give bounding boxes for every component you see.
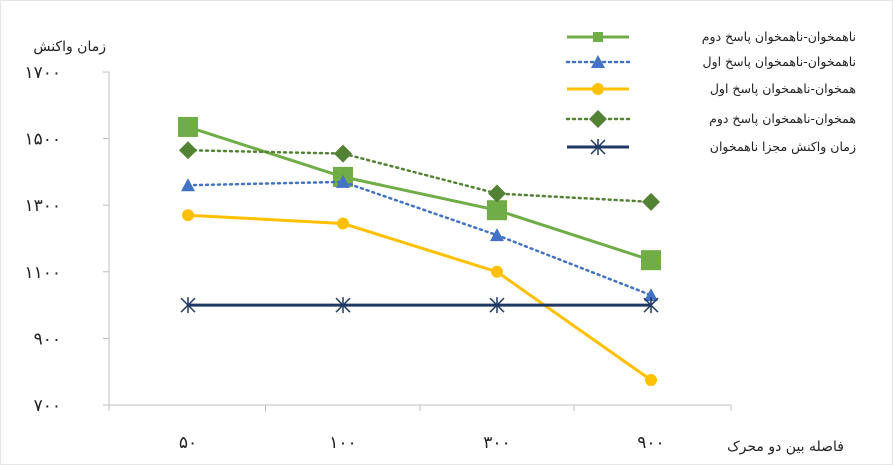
y-tick-label: ۹۰۰ [34, 329, 61, 349]
data-point [335, 297, 351, 314]
legend-item: همخوان-ناهمخوان پاسخ دوم [565, 110, 856, 128]
legend-item: همخوان-ناهمخوان پاسخ اول [567, 81, 856, 97]
y-axis-title: زمان واکنش [33, 39, 106, 55]
y-tick-label: ۱۵۰۰ [24, 130, 61, 150]
data-point [178, 116, 198, 137]
series-line [186, 180, 653, 297]
data-point [488, 184, 506, 203]
legend-label: ناهمخوان-ناهمخوان پاسخ دوم [702, 29, 856, 45]
legend-marker [591, 55, 605, 68]
data-point [334, 144, 352, 163]
series-3 [182, 209, 657, 387]
legend-label: همخوان-ناهمخوان پاسخ اول [710, 81, 856, 97]
data-point [487, 200, 507, 221]
y-tick-label: ۷۰۰ [34, 396, 61, 416]
data-point [642, 192, 660, 211]
data-point [179, 141, 197, 160]
legend-item: ناهمخوان-ناهمخوان پاسخ اول [565, 54, 856, 70]
x-tick-label: ۳۰۰ [483, 433, 510, 453]
data-point [337, 217, 349, 230]
x-tick-label: ۱۰۰ [329, 433, 356, 453]
series-line [187, 213, 652, 382]
y-tick-label: ۱۱۰۰ [24, 263, 61, 283]
legend-marker [592, 83, 604, 95]
legend-marker [590, 139, 606, 155]
data-point [643, 297, 659, 314]
data-point [491, 265, 503, 278]
y-tick-label: ۱۷۰۰ [24, 63, 61, 83]
series-group [178, 116, 661, 387]
data-point [182, 209, 194, 222]
data-point [645, 374, 657, 387]
data-point [336, 174, 350, 188]
legend-label: همخوان-ناهمخوان پاسخ دوم [709, 111, 856, 127]
x-axis-title: فاصله بین دو محرک [727, 439, 844, 455]
data-point [489, 297, 505, 314]
x-tick-label: ۹۰۰ [637, 433, 664, 453]
axes [103, 71, 732, 411]
data-point [644, 288, 658, 302]
data-point [641, 250, 661, 271]
legend-marker [593, 32, 603, 42]
data-point [490, 228, 504, 242]
legend-item: زمان واکنش مجزا ناهمخوان [567, 139, 856, 155]
legend-item: ناهمخوان-ناهمخوان پاسخ دوم [567, 29, 856, 45]
series-line [186, 149, 653, 204]
tick-labels: ۷۰۰ ۹۰۰ ۱۱۰۰ ۱۳۰۰ ۱۵۰۰ ۱۷۰۰ ۵۰ ۱۰۰ ۳۰۰ ۹۰۰ [24, 63, 664, 453]
legend: ناهمخوان-ناهمخوان پاسخ دوم ناهمخوان-ناهمخ… [565, 29, 856, 155]
legend-marker [589, 110, 607, 128]
data-point [180, 297, 196, 314]
y-tick-label: ۱۳۰۰ [24, 196, 61, 216]
series-5 [180, 297, 659, 314]
legend-label: زمان واکنش مجزا ناهمخوان [710, 139, 856, 155]
legend-label: ناهمخوان-ناهمخوان پاسخ اول [703, 54, 856, 70]
series-4 [179, 141, 660, 211]
x-tick-label: ۵۰ [179, 433, 197, 453]
data-point [181, 178, 195, 192]
series-2 [181, 174, 658, 302]
